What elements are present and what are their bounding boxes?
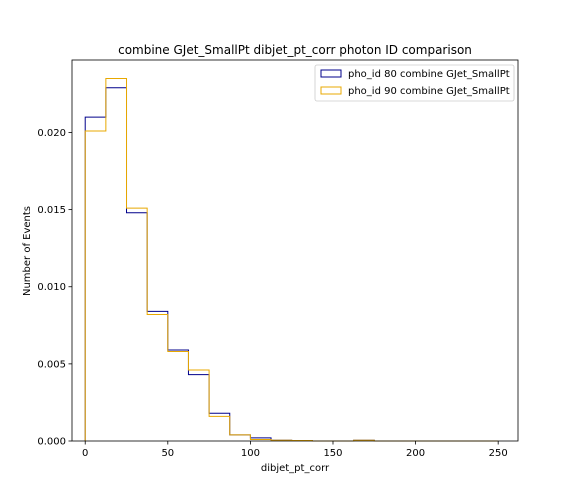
chart-title: combine GJet_SmallPt dibjet_pt_corr phot… — [118, 43, 472, 57]
legend-label-pho-id-80: pho_id 80 combine GJet_SmallPt — [348, 69, 510, 80]
y-tick-label: 0.000 — [37, 437, 66, 448]
x-axis-label: dibjet_pt_corr — [261, 463, 330, 474]
x-tick-label: 150 — [323, 448, 342, 459]
y-tick-label: 0.005 — [37, 359, 66, 370]
legend: pho_id 80 combine GJet_SmallPt pho_id 90… — [315, 65, 514, 101]
y-axis-label: Number of Events — [22, 206, 33, 296]
x-tick-label: 200 — [406, 448, 425, 459]
x-tick-label: 250 — [489, 448, 508, 459]
x-tick-label: 100 — [241, 448, 260, 459]
y-tick-label: 0.010 — [37, 282, 66, 293]
legend-label-pho-id-90: pho_id 90 combine GJet_SmallPt — [348, 86, 510, 97]
y-tick-label: 0.020 — [37, 128, 66, 139]
y-tick-label: 0.015 — [37, 205, 66, 216]
x-tick-label: 0 — [82, 448, 88, 459]
x-tick-label: 50 — [161, 448, 174, 459]
